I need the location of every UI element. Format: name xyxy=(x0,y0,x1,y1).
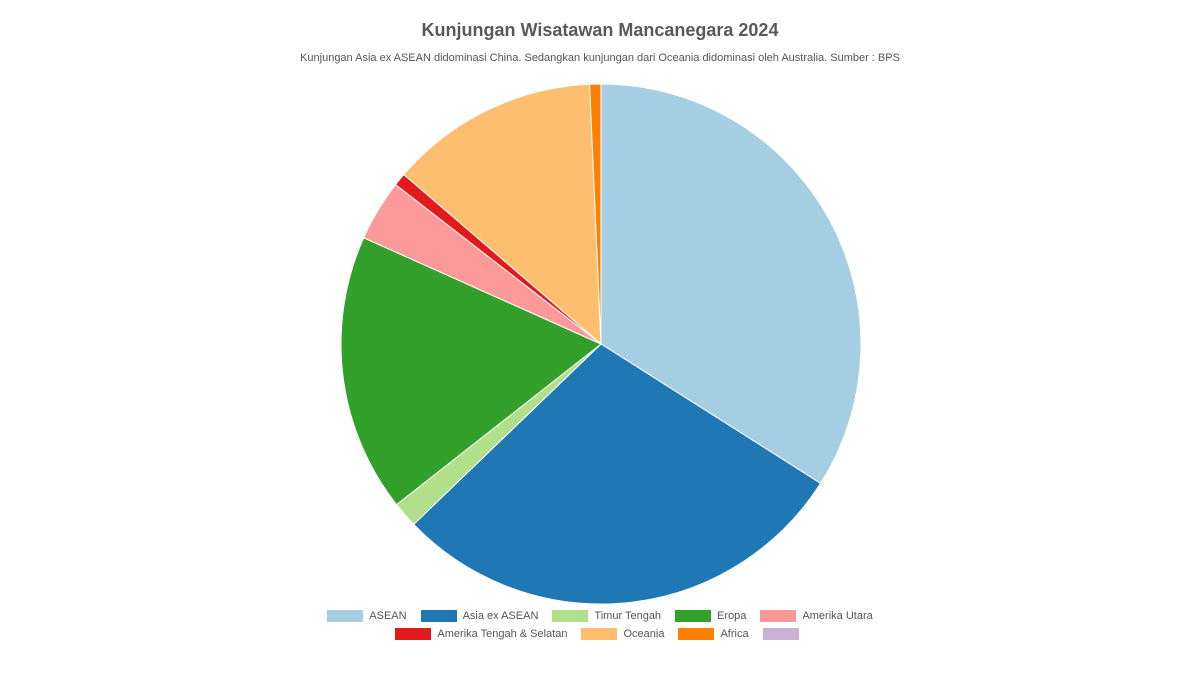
legend-label-eropa: Eropa xyxy=(717,610,747,622)
legend-row-1: ASEAN Asia ex ASEAN Timur Tengah Eropa A… xyxy=(327,610,873,622)
legend-label-timur-tengah: Timur Tengah xyxy=(594,610,662,622)
legend-label-oceania: Oceania xyxy=(623,628,665,640)
legend-item-amerika-utara[interactable]: Amerika Utara xyxy=(760,610,873,622)
legend: ASEAN Asia ex ASEAN Timur Tengah Eropa A… xyxy=(0,610,1200,640)
legend-label-amerika-utara: Amerika Utara xyxy=(802,610,873,622)
chart-title: Kunjungan Wisatawan Mancanegara 2024 xyxy=(421,20,779,40)
pie-slice-eropa[interactable] xyxy=(340,237,602,506)
legend-item-amerika-tengah-selatan[interactable]: Amerika Tengah & Selatan xyxy=(395,628,567,640)
legend-label-asean: ASEAN xyxy=(369,610,407,622)
legend-label-africa: Africa xyxy=(720,628,749,640)
legend-item-unnamed[interactable] xyxy=(762,628,805,640)
chart-subtitle: Kunjungan Asia ex ASEAN didominasi China… xyxy=(300,52,900,64)
legend-item-timur-tengah[interactable]: Timur Tengah xyxy=(552,610,661,622)
legend-swatch-africa xyxy=(678,628,715,640)
legend-swatch-oceania xyxy=(581,628,618,640)
legend-item-eropa[interactable]: Eropa xyxy=(675,610,746,622)
legend-row-2: Amerika Tengah & Selatan Oceania Africa xyxy=(395,628,804,640)
legend-label-amerika-tengah-selatan: Amerika Tengah & Selatan xyxy=(437,628,568,640)
pie-slice-oceania[interactable] xyxy=(403,83,602,346)
legend-swatch-timur-tengah xyxy=(552,610,589,622)
legend-swatch-unnamed xyxy=(762,628,799,640)
legend-item-africa[interactable]: Africa xyxy=(678,628,749,640)
legend-label-asia-ex-asean: Asia ex ASEAN xyxy=(462,610,539,622)
pie-slice-asean[interactable] xyxy=(600,83,862,485)
pie-slice-africa[interactable] xyxy=(589,83,602,345)
pie-slice-asia-ex-asean[interactable] xyxy=(413,343,822,605)
legend-swatch-amerika-utara xyxy=(760,610,797,622)
legend-item-asean[interactable]: ASEAN xyxy=(327,610,407,622)
legend-swatch-asean xyxy=(327,610,364,622)
legend-swatch-amerika-tengah-selatan xyxy=(395,628,432,640)
legend-swatch-eropa xyxy=(675,610,712,622)
legend-item-asia-ex-asean[interactable]: Asia ex ASEAN xyxy=(420,610,539,622)
legend-swatch-asia-ex-asean xyxy=(420,610,457,622)
legend-item-oceania[interactable]: Oceania xyxy=(581,628,664,640)
